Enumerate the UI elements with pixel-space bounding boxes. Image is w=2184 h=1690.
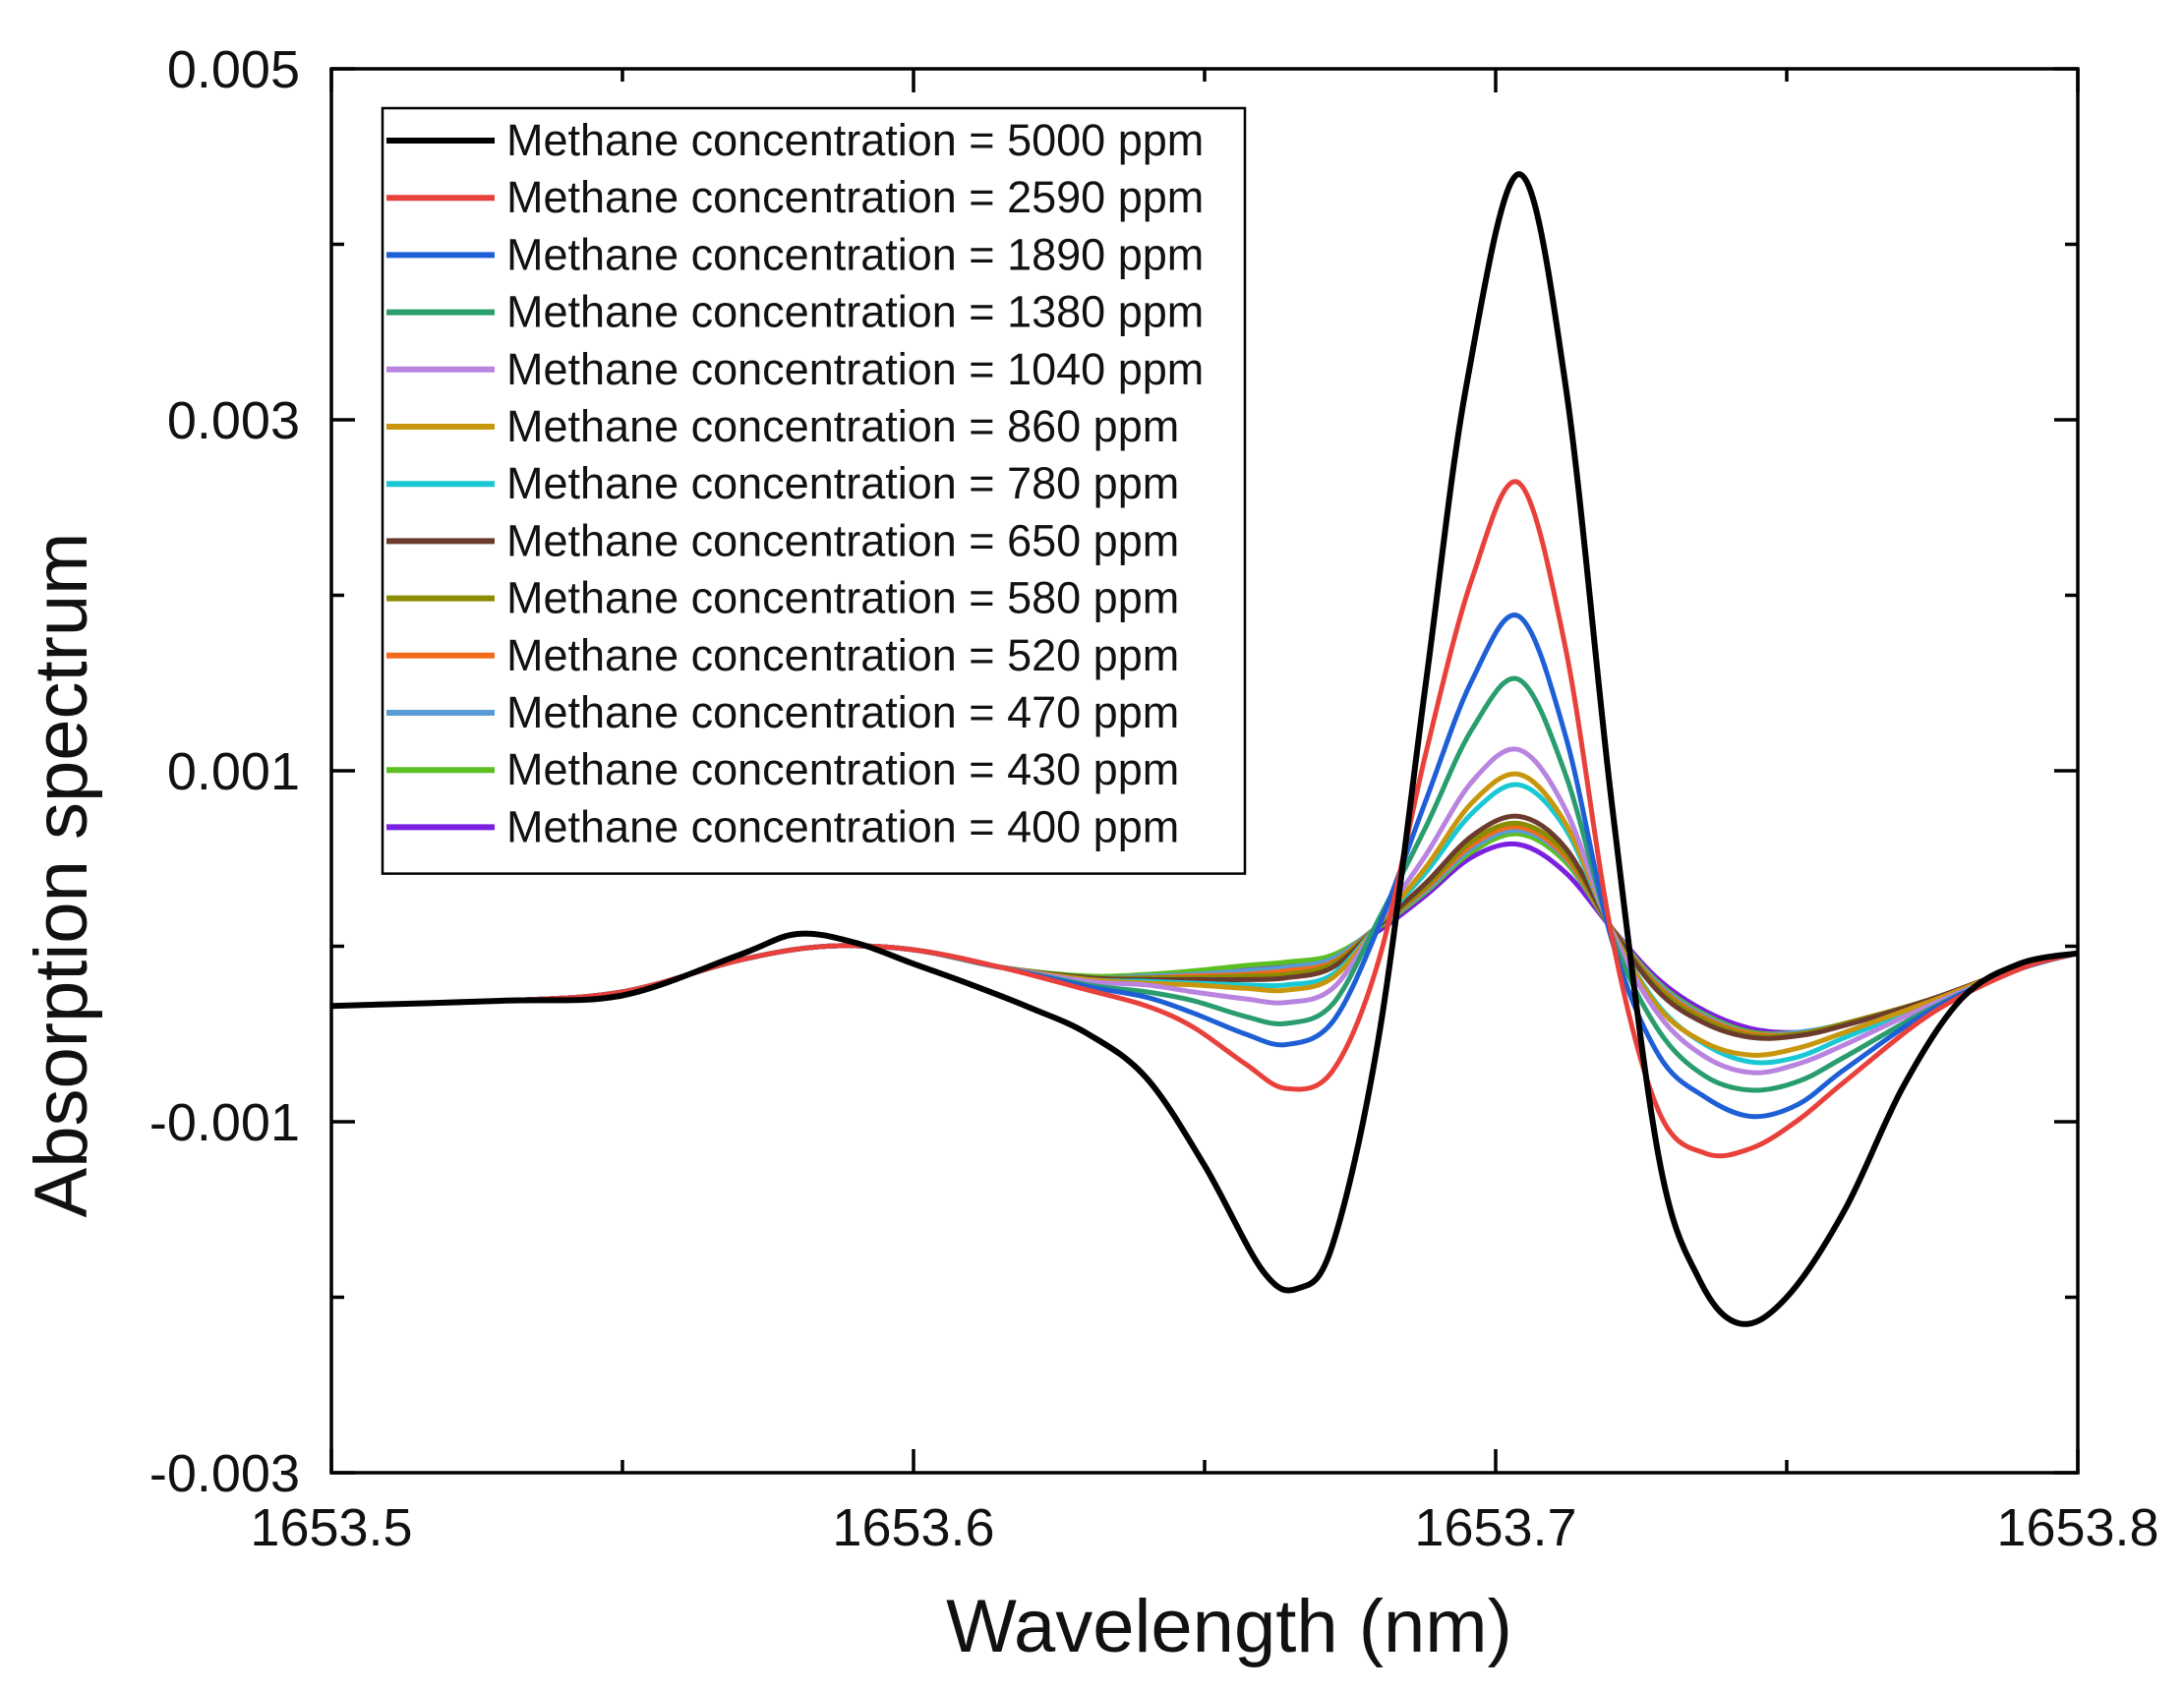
legend-label: Methane concentration = 580 ppm [506,573,1179,623]
y-tick-label: 0.005 [167,40,300,99]
series-layer [331,171,2078,1327]
legend-label: Methane concentration = 650 ppm [506,515,1179,565]
y-tick-label: 0.001 [167,742,300,801]
x-tick-label: 1653.8 [1996,1498,2158,1557]
y-tick-label: -0.001 [149,1093,300,1152]
x-tick-label: 1653.6 [832,1498,994,1557]
x-axis-title: Wavelength (nm) [946,1585,1512,1668]
legend: Methane concentration = 5000 ppm Methane … [381,106,1247,875]
legend-label: Methane concentration = 5000 ppm [506,115,1204,165]
legend-label: Methane concentration = 1890 ppm [506,229,1204,279]
legend-label: Methane concentration = 1380 ppm [506,287,1204,337]
legend-label: Methane concentration = 860 ppm [506,401,1179,451]
legend-label: Methane concentration = 2590 ppm [506,172,1204,222]
x-tick-label: 1653.7 [1414,1498,1576,1557]
legend-label: Methane concentration = 430 ppm [506,744,1179,794]
y-axis-title: Absorption spectrum [20,533,103,1218]
legend-label: Methane concentration = 1040 ppm [506,344,1204,394]
legend-label: Methane concentration = 470 ppm [506,687,1179,737]
legend-box [381,106,1247,875]
legend-label: Methane concentration = 780 ppm [506,458,1179,508]
legend-label: Methane concentration = 520 ppm [506,630,1179,680]
legend-label: Methane concentration = 400 ppm [506,801,1179,851]
x-tick-label: 1653.5 [250,1498,412,1557]
axes-layer: 1653.5 1653.6 1653.7 1653.8 -0.003 -0.001 0.00… [149,40,2159,1557]
series-line-1 [331,171,2078,1327]
y-tick-label: -0.003 [149,1444,300,1503]
y-tick-label: 0.003 [167,391,300,450]
